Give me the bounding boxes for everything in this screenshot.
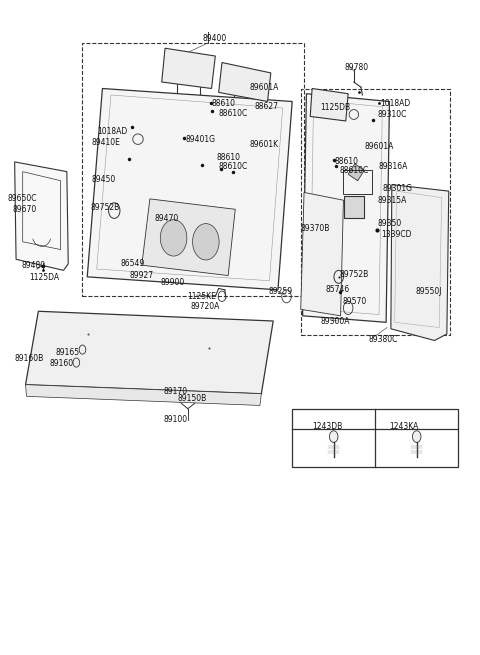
Text: 88610: 88610: [212, 99, 236, 108]
Polygon shape: [301, 193, 343, 316]
Text: 89470: 89470: [155, 214, 179, 223]
Text: 89650C: 89650C: [8, 195, 37, 204]
Text: 89900: 89900: [160, 278, 184, 286]
Text: 1125DA: 1125DA: [29, 273, 59, 282]
Polygon shape: [142, 199, 235, 276]
Text: 89401G: 89401G: [185, 135, 216, 143]
Text: 88610C: 88610C: [219, 162, 248, 171]
Text: 89752B: 89752B: [91, 203, 120, 212]
Text: 1125DB: 1125DB: [320, 103, 350, 113]
Text: 89601A: 89601A: [250, 83, 279, 92]
Text: 89301G: 89301G: [383, 184, 412, 193]
Polygon shape: [87, 88, 292, 290]
Text: 89400: 89400: [202, 34, 226, 43]
Text: 89370B: 89370B: [301, 224, 330, 233]
Text: 1018AD: 1018AD: [380, 99, 410, 108]
Polygon shape: [25, 384, 261, 405]
Bar: [301, 88, 450, 335]
Circle shape: [192, 223, 219, 260]
Text: 88610C: 88610C: [340, 166, 369, 176]
Text: 89752B: 89752B: [340, 270, 369, 279]
Text: 89927: 89927: [130, 271, 154, 280]
Polygon shape: [162, 48, 216, 88]
Text: 89780: 89780: [344, 64, 369, 72]
Text: 89410E: 89410E: [92, 138, 121, 147]
Text: 88610: 88610: [335, 157, 359, 166]
Text: 89570: 89570: [342, 297, 366, 306]
Text: 88610C: 88610C: [219, 109, 248, 118]
Bar: [83, 43, 304, 296]
Text: 1018AD: 1018AD: [97, 127, 128, 136]
Circle shape: [412, 431, 421, 442]
Text: 89259: 89259: [268, 288, 293, 296]
Text: 1243DB: 1243DB: [312, 422, 343, 431]
Text: 89720A: 89720A: [190, 302, 219, 311]
Text: 88627: 88627: [254, 102, 278, 111]
Text: 88610: 88610: [216, 153, 240, 162]
Polygon shape: [310, 88, 348, 121]
Text: 89550J: 89550J: [416, 288, 442, 296]
Polygon shape: [302, 94, 389, 322]
Bar: [344, 196, 364, 218]
Bar: [343, 170, 372, 195]
Text: 1243KA: 1243KA: [389, 422, 419, 431]
Text: 86549: 86549: [120, 259, 144, 269]
Text: 89601A: 89601A: [364, 142, 394, 151]
Text: 89160B: 89160B: [14, 354, 44, 363]
Text: 89165: 89165: [56, 348, 80, 357]
Text: 89601K: 89601K: [250, 140, 278, 149]
Polygon shape: [391, 185, 449, 341]
Text: 89350: 89350: [378, 219, 402, 228]
Text: 89670: 89670: [12, 205, 36, 214]
Text: 89300A: 89300A: [321, 316, 350, 326]
Text: 1125KE: 1125KE: [187, 292, 216, 301]
Text: 89315A: 89315A: [378, 196, 407, 206]
Polygon shape: [348, 164, 364, 181]
Text: 85746: 85746: [325, 286, 349, 294]
Text: 89380C: 89380C: [368, 335, 397, 344]
Polygon shape: [219, 62, 271, 102]
Polygon shape: [14, 162, 68, 271]
Text: 89310C: 89310C: [378, 110, 407, 119]
Text: 89170: 89170: [163, 386, 187, 396]
Polygon shape: [25, 311, 273, 394]
Circle shape: [160, 219, 187, 256]
Text: 89316A: 89316A: [379, 162, 408, 171]
Text: 89160: 89160: [49, 359, 73, 367]
Circle shape: [329, 431, 338, 442]
Bar: [292, 409, 458, 467]
Text: 89480: 89480: [22, 261, 46, 271]
Text: 1339CD: 1339CD: [382, 230, 412, 239]
Text: 89150B: 89150B: [178, 394, 206, 403]
Text: 89100: 89100: [163, 415, 187, 424]
Text: 89450: 89450: [92, 175, 116, 184]
